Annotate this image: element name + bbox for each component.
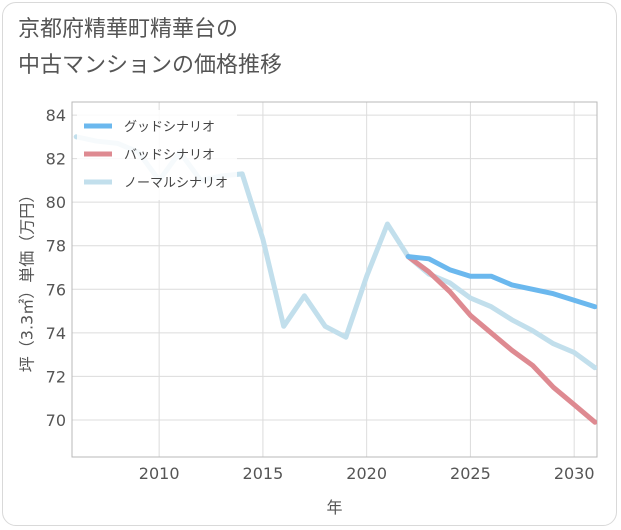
y-tick-label: 84	[46, 106, 66, 125]
x-axis-ticks: 2010 2015 2020 2025 2030	[139, 464, 595, 483]
y-tick-label: 78	[46, 237, 66, 256]
x-tick-label: 2015	[243, 464, 284, 483]
x-tick-label: 2010	[139, 464, 180, 483]
y-tick-label: 70	[46, 411, 66, 430]
y-tick-label: 82	[46, 150, 66, 169]
chart-title-line-2: 中古マンションの価格推移	[18, 53, 283, 78]
y-axis-ticks: 70 72 74 76 78 80 82 84	[46, 106, 66, 430]
legend-label: グッドシナリオ	[124, 120, 215, 135]
grid	[72, 102, 597, 457]
x-tick-label: 2025	[450, 464, 491, 483]
y-tick-label: 72	[46, 367, 66, 386]
legend-label: ノーマルシナリオ	[124, 176, 228, 191]
y-tick-label: 76	[46, 280, 66, 299]
y-axis-title: 坪（3.3㎡）単価（万円）	[18, 187, 37, 372]
x-tick-label: 2020	[346, 464, 387, 483]
series-line-0	[405, 254, 597, 310]
x-axis-title: 年	[326, 498, 342, 517]
plot-area	[71, 101, 598, 458]
x-tick-label: 2030	[554, 464, 595, 483]
chart-title: 京都府精華町精華台の 中古マンションの価格推移	[18, 12, 282, 84]
chart-title-line-1: 京都府精華町精華台の	[18, 17, 239, 42]
series-line-1	[405, 254, 597, 425]
y-tick-label: 74	[46, 324, 66, 343]
y-tick-label: 80	[46, 193, 66, 212]
chart-card	[2, 2, 617, 526]
legend-label: バッドシナリオ	[124, 148, 215, 163]
